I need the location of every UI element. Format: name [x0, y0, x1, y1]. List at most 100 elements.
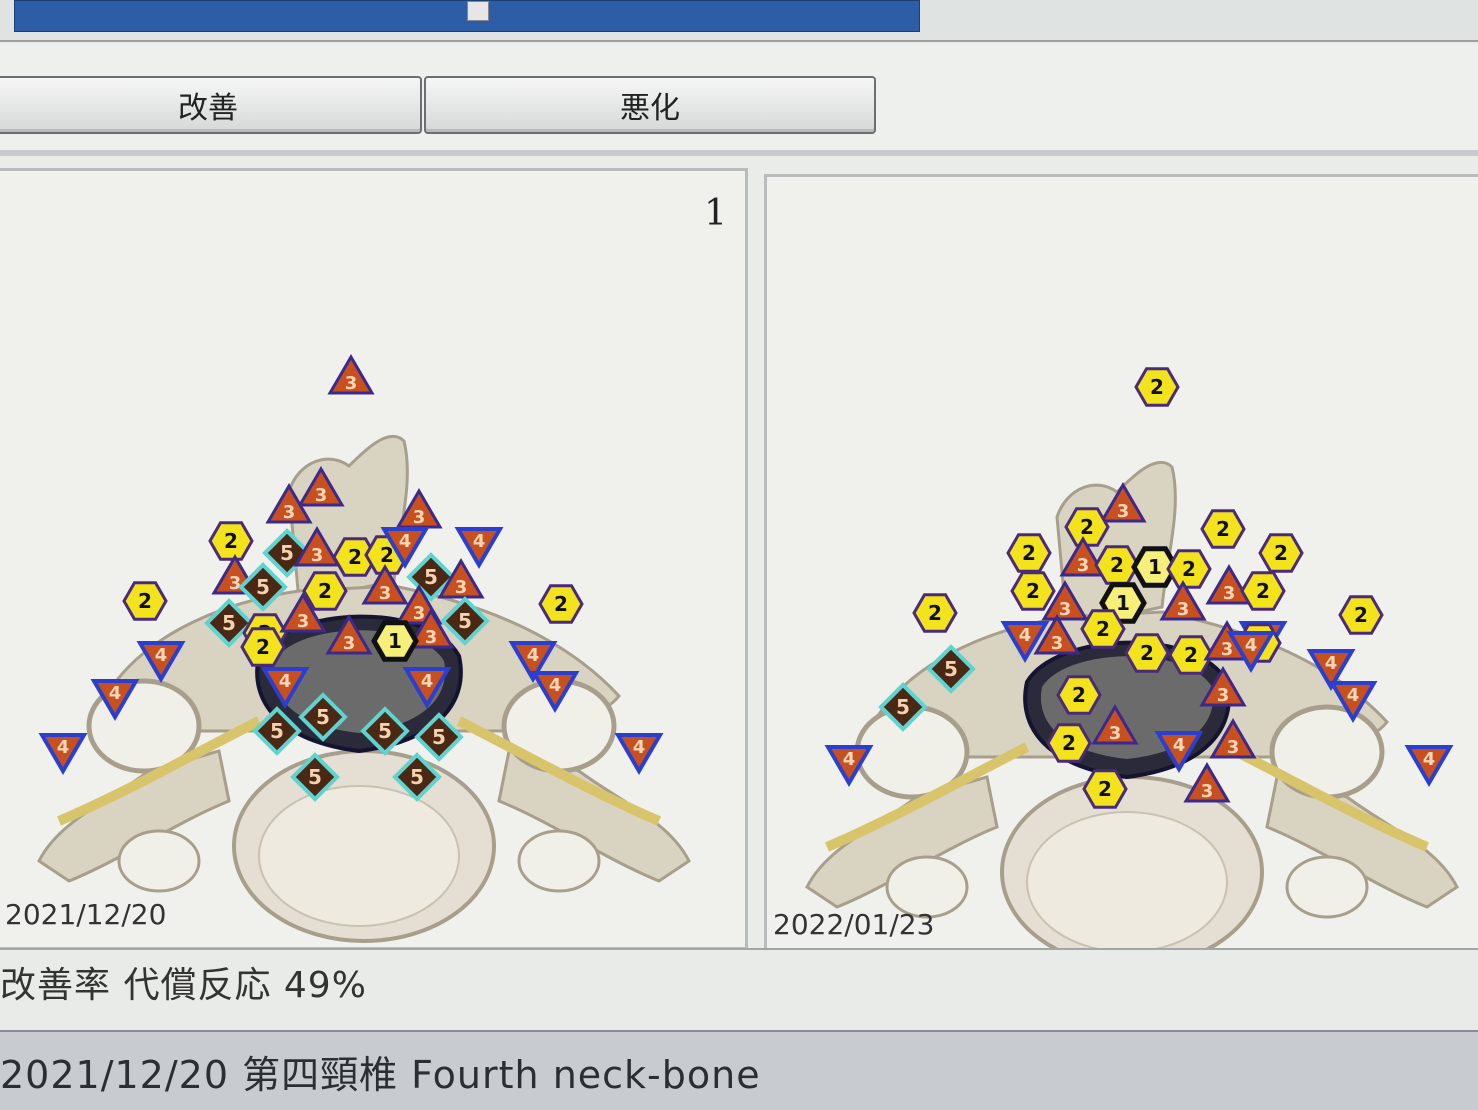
- marker-diamond-5[interactable]: 5: [440, 596, 490, 646]
- marker-hexagon-2[interactable]: 2: [1046, 723, 1092, 763]
- marker-diamond-5[interactable]: 5: [878, 682, 928, 732]
- marker-triangle-3[interactable]: 3: [265, 483, 313, 524]
- marker-triangle-3[interactable]: 3: [1209, 718, 1257, 759]
- marker-label: 3: [283, 502, 296, 523]
- marker-diamond-5[interactable]: 5: [204, 598, 254, 648]
- marker-label: 5: [378, 719, 392, 743]
- marker-hexagon-2[interactable]: 2: [1006, 533, 1052, 573]
- improve-button[interactable]: 改善: [0, 76, 422, 134]
- scrollbar-thumb[interactable]: [467, 1, 489, 21]
- marker-label: 5: [432, 725, 446, 749]
- marker-triangle-3[interactable]: 3: [361, 564, 409, 605]
- marker-inverted-triangle-4[interactable]: 4: [824, 745, 874, 787]
- marker-hexagon-2[interactable]: 2: [1010, 571, 1056, 611]
- marker-diamond-5[interactable]: 5: [298, 692, 348, 742]
- marker-label: 2: [256, 635, 270, 659]
- marker-label: 3: [1117, 501, 1130, 522]
- marker-label: 2: [1026, 579, 1040, 603]
- marker-label: 4: [527, 645, 540, 666]
- marker-hexagon-2[interactable]: 2: [1094, 545, 1140, 585]
- marker-label: 2: [318, 579, 332, 603]
- marker-label: 3: [1217, 685, 1230, 706]
- marker-label: 2: [928, 601, 942, 625]
- marker-hexagon-2[interactable]: 2: [122, 581, 168, 621]
- marker-hexagon-2[interactable]: 2: [240, 627, 286, 667]
- marker-hexagon-dark-1[interactable]: 1: [1131, 546, 1179, 588]
- marker-triangle-3[interactable]: 3: [325, 614, 373, 655]
- marker-hexagon-2[interactable]: 2: [1168, 635, 1214, 675]
- marker-hexagon-2[interactable]: 2: [1056, 675, 1102, 715]
- marker-inverted-triangle-4[interactable]: 4: [90, 679, 140, 721]
- marker-inverted-triangle-4[interactable]: 4: [1000, 621, 1050, 663]
- marker-label: 3: [379, 583, 392, 604]
- marker-inverted-triangle-4[interactable]: 4: [260, 667, 310, 709]
- marker-inverted-triangle-4[interactable]: 4: [402, 667, 452, 709]
- marker-hexagon-dark-1[interactable]: 1: [371, 620, 419, 662]
- page-number: 1: [704, 193, 727, 234]
- marker-diamond-5[interactable]: 5: [238, 562, 288, 612]
- marker-hexagon-2[interactable]: 2: [1134, 367, 1180, 407]
- marker-diamond-5[interactable]: 5: [392, 752, 442, 802]
- marker-diamond-5[interactable]: 5: [360, 706, 410, 756]
- worsen-button[interactable]: 悪化: [424, 76, 876, 134]
- marker-triangle-3[interactable]: 3: [293, 526, 341, 567]
- marker-hexagon-2[interactable]: 2: [538, 584, 584, 624]
- marker-hexagon-2[interactable]: 2: [1080, 609, 1126, 649]
- marker-triangle-3[interactable]: 3: [437, 558, 485, 599]
- marker-triangle-3[interactable]: 3: [1099, 482, 1147, 523]
- marker-diamond-5[interactable]: 5: [414, 712, 464, 762]
- marker-inverted-triangle-4[interactable]: 4: [614, 733, 664, 775]
- marker-triangle-3[interactable]: 3: [1059, 536, 1107, 577]
- marker-triangle-3[interactable]: 3: [395, 488, 443, 529]
- marker-label: 3: [1221, 639, 1234, 660]
- marker-diamond-5[interactable]: 5: [926, 644, 976, 694]
- marker-inverted-triangle-4[interactable]: 4: [1328, 681, 1378, 723]
- marker-hexagon-2[interactable]: 2: [332, 537, 378, 577]
- marker-triangle-3[interactable]: 3: [407, 608, 455, 649]
- marker-triangle-3[interactable]: 3: [1033, 614, 1081, 655]
- marker-label: 2: [1110, 553, 1124, 577]
- marker-label: 4: [549, 675, 562, 696]
- marker-label: 2: [1080, 515, 1094, 539]
- marker-label: 3: [1109, 723, 1122, 744]
- marker-diamond-5[interactable]: 5: [252, 706, 302, 756]
- marker-triangle-3[interactable]: 3: [1183, 762, 1231, 803]
- marker-triangle-3[interactable]: 3: [327, 354, 375, 395]
- marker-label: 4: [633, 737, 646, 758]
- marker-inverted-triangle-4[interactable]: 4: [380, 527, 430, 569]
- marker-hexagon-2[interactable]: 2: [1200, 509, 1246, 549]
- marker-diamond-5[interactable]: 5: [290, 752, 340, 802]
- marker-triangle-3[interactable]: 3: [1205, 564, 1253, 605]
- marker-hexagon-2[interactable]: 2: [302, 571, 348, 611]
- marker-triangle-3[interactable]: 3: [1159, 580, 1207, 621]
- marker-label: 4: [109, 683, 122, 704]
- marker-hexagon-2[interactable]: 2: [1082, 769, 1128, 809]
- marker-triangle-3[interactable]: 3: [1199, 666, 1247, 707]
- marker-inverted-triangle-4[interactable]: 4: [454, 527, 504, 569]
- marker-inverted-triangle-4[interactable]: 4: [1154, 731, 1204, 773]
- marker-inverted-triangle-4[interactable]: 4: [38, 733, 88, 775]
- marker-inverted-triangle-4[interactable]: 4: [508, 641, 558, 683]
- marker-hexagon-2[interactable]: 2: [1240, 571, 1286, 611]
- marker-triangle-3[interactable]: 3: [297, 466, 345, 507]
- marker-inverted-triangle-4[interactable]: 4: [1306, 649, 1356, 691]
- marker-inverted-triangle-4[interactable]: 4: [1404, 745, 1454, 787]
- marker-hexagon-2[interactable]: 2: [1064, 507, 1110, 547]
- marker-hexagon-2[interactable]: 2: [208, 521, 254, 561]
- marker-hexagon-2[interactable]: 2: [1166, 549, 1212, 589]
- marker-label: 3: [425, 627, 438, 648]
- horizontal-scrollbar[interactable]: [14, 0, 920, 32]
- marker-hexagon-2[interactable]: 2: [1124, 633, 1170, 673]
- marker-hexagon-2[interactable]: 2: [912, 593, 958, 633]
- vertebra-illustration: [37, 434, 691, 943]
- marker-label: 3: [315, 485, 328, 506]
- marker-triangle-3[interactable]: 3: [1041, 580, 1089, 621]
- marker-label: 3: [413, 507, 426, 528]
- marker-triangle-3[interactable]: 3: [279, 592, 327, 633]
- marker-triangle-3[interactable]: 3: [1091, 704, 1139, 745]
- marker-hexagon-2[interactable]: 2: [1258, 533, 1304, 573]
- marker-inverted-triangle-4[interactable]: 4: [1226, 631, 1276, 673]
- marker-hexagon-2[interactable]: 2: [1338, 595, 1384, 635]
- marker-inverted-triangle-4[interactable]: 4: [530, 671, 580, 713]
- marker-inverted-triangle-4[interactable]: 4: [136, 641, 186, 683]
